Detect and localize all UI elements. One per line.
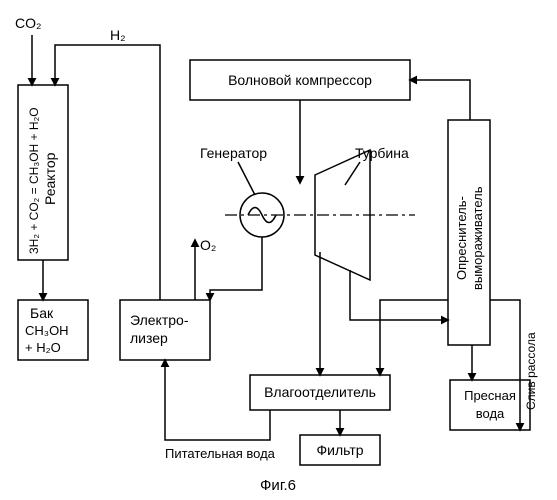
tank-l2: CH₃OH	[25, 323, 69, 338]
reactor-equation: 3H₂ + CO₂ = CH₃OH + H₂O	[27, 107, 41, 254]
o2-label: O₂	[200, 237, 216, 253]
desalinator-to-compressor-line	[410, 80, 470, 120]
turbine-label: Турбина	[355, 145, 409, 161]
desalinator-l1: Опреснитель-	[454, 196, 469, 280]
generator-leader	[238, 162, 255, 195]
h2-line	[55, 45, 160, 300]
figure-caption: Фиг.6	[260, 477, 296, 494]
generator-label: Генератор	[200, 145, 267, 161]
fresh-water-l1: Пресная	[464, 388, 516, 403]
co2-label: CO₂	[15, 15, 41, 31]
filter-label: Фильтр	[316, 442, 363, 458]
feedwater-label: Питательная вода	[165, 446, 276, 461]
electrolyzer-l1: Электро-	[130, 312, 189, 328]
desalinator-l2: вымораживатель	[470, 186, 485, 290]
wave-compressor-label: Волновой компрессор	[228, 72, 372, 88]
h2-label: H₂	[110, 27, 126, 43]
brine-drain-label: Слив рассола	[524, 332, 538, 410]
separator-label: Влагоотделитель	[264, 384, 376, 400]
generator-to-electrolyzer-line	[210, 237, 262, 300]
reactor-title: Реактор	[42, 152, 58, 205]
tank-l3: + H₂O	[25, 340, 61, 355]
fresh-water-l2: вода	[476, 406, 505, 421]
tank-l1: Бак	[30, 305, 54, 321]
desalinator-to-separator-line	[380, 300, 448, 375]
electrolyzer-l2: лизер	[130, 330, 168, 346]
